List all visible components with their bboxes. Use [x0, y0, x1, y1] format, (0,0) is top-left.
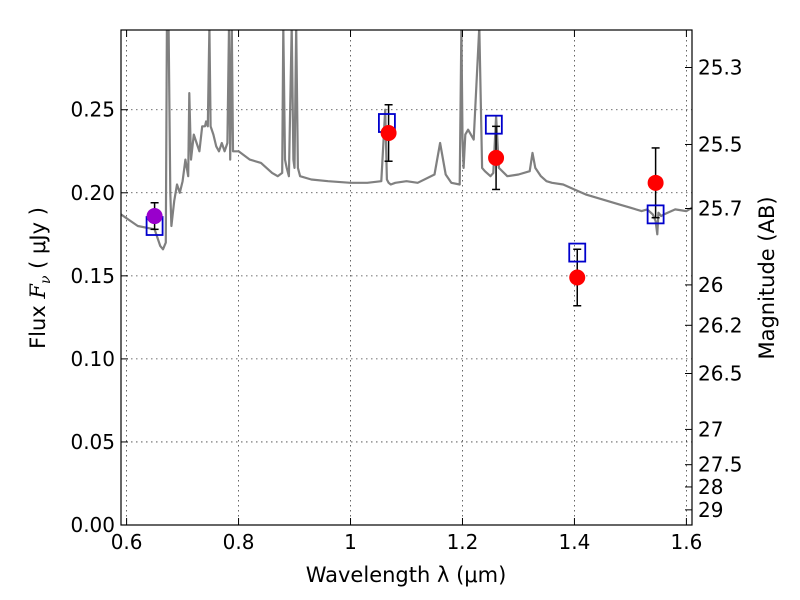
y2-tick-label: 25.7 [698, 196, 743, 220]
plot-frame [120, 29, 693, 526]
y-tick-label: 0.10 [70, 347, 115, 371]
model-point [568, 242, 587, 263]
y-axis-label-prefix: Flux [26, 299, 50, 349]
y-axis-label-subscript: ν [38, 275, 54, 284]
observed-point [488, 149, 505, 166]
y-axis-label-symbol: F [26, 283, 50, 300]
y2-tick-label: 27.5 [698, 453, 743, 477]
model-point [484, 114, 503, 135]
y2-tick-label: 28 [698, 475, 723, 499]
y2-tick-label: 26.5 [698, 362, 743, 386]
x-axis: 0.6 0.8 1 1.2 1.4 1.6 [111, 30, 702, 554]
y2-tick-label: 25.3 [698, 56, 743, 80]
y-axis-label-unit: ( μJy ) [26, 207, 50, 275]
x-tick-label: 1.4 [559, 530, 591, 554]
observed-point [380, 124, 397, 141]
y-axis-label: Flux Fν ( μJy ) [26, 207, 54, 349]
y2-tick-label: 29 [698, 498, 723, 522]
x-tick-label: 0.8 [223, 530, 255, 554]
x-tick-label: 1 [344, 530, 357, 554]
model-point [646, 204, 665, 225]
x-tick-label: 0.6 [111, 530, 143, 554]
y2-tick-label: 25.5 [698, 132, 743, 156]
y-tick-label: 0.00 [70, 513, 115, 537]
y2-tick-label: 27 [698, 417, 723, 441]
x-axis-label: Wavelength λ (μm) [306, 563, 507, 587]
y2-axis-label: Magnitude (AB) [755, 196, 779, 359]
x-tick-label: 1.2 [447, 530, 479, 554]
y-tick-label: 0.15 [70, 264, 115, 288]
spectrum-line [121, 30, 692, 251]
y-axis: 0.00 0.05 0.10 0.15 0.20 0.25 [70, 98, 128, 537]
observed-point [146, 208, 163, 225]
observed-point [647, 174, 664, 191]
observed-point [569, 269, 586, 286]
y-tick-label: 0.05 [70, 430, 115, 454]
y-tick-label: 0.20 [70, 181, 115, 205]
plot-area [121, 30, 692, 307]
x-tick-label: 1.6 [670, 530, 702, 554]
y2-tick-label: 26.2 [698, 313, 743, 337]
y-tick-label: 0.25 [70, 98, 115, 122]
y2-tick-label: 26 [698, 273, 723, 297]
